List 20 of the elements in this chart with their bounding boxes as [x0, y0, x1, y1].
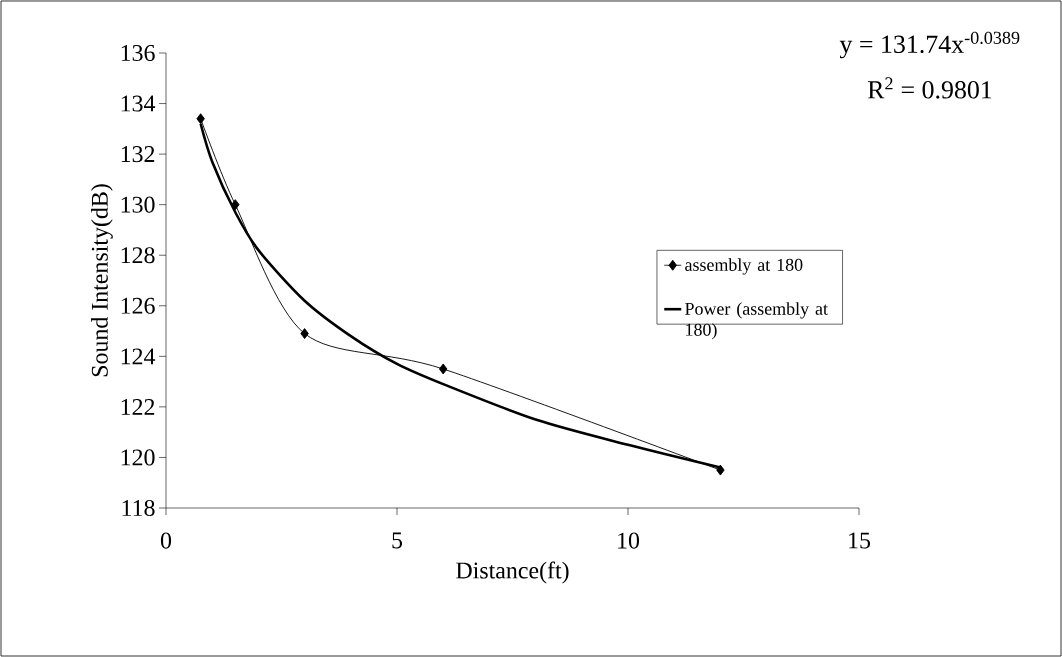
y-tick-label: 128 — [121, 247, 155, 264]
x-tick-label: 5 — [392, 532, 403, 549]
x-axis-title: Distance(ft) — [456, 561, 569, 584]
y-tick-label: 126 — [121, 297, 155, 314]
legend-label: Power (assembly at 180) — [685, 302, 828, 340]
x-tick-label: 0 — [160, 532, 172, 549]
x-tick-label: 15 — [849, 532, 871, 549]
y-tick-label: 122 — [121, 398, 155, 415]
x-tick-label: 10 — [618, 532, 640, 549]
y-tick-label: 118 — [122, 499, 155, 517]
legend-label: assembly at 180 — [685, 258, 803, 275]
text: R$^{2}$ = 0.9801 — [867, 77, 992, 99]
annotation: y = 131.74x$^{-0.0389}$ — [839, 31, 1020, 59]
y-tick-label: 120 — [121, 449, 155, 466]
y-tick-label: 136 — [121, 44, 155, 62]
y-tick-label: 132 — [121, 146, 155, 163]
y-axis-title: Sound Intensity(dB) — [91, 184, 113, 377]
y-tick-label: 124 — [121, 348, 156, 365]
y-tick-label: 130 — [121, 196, 155, 213]
y-tick-label: 134 — [121, 95, 156, 112]
